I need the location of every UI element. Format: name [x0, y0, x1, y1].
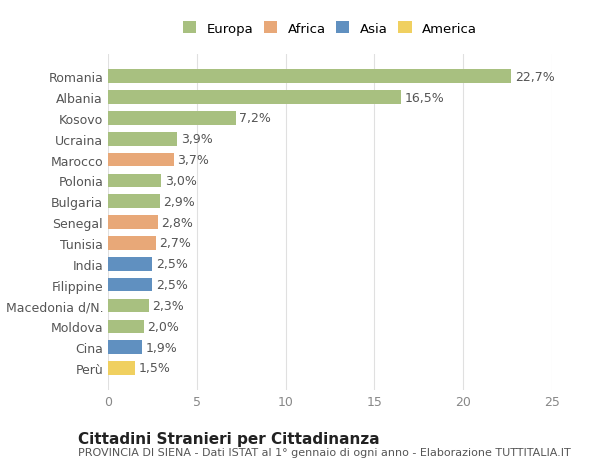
Bar — [108, 341, 142, 354]
Legend: Europa, Africa, Asia, America: Europa, Africa, Asia, America — [179, 18, 481, 39]
Text: 2,0%: 2,0% — [147, 320, 179, 333]
Text: 7,2%: 7,2% — [239, 112, 271, 125]
Text: 3,0%: 3,0% — [165, 174, 197, 188]
Text: 2,9%: 2,9% — [163, 196, 195, 208]
Text: 2,5%: 2,5% — [156, 257, 188, 271]
Bar — [108, 278, 152, 292]
Bar — [108, 174, 161, 188]
Bar — [108, 216, 158, 230]
Bar — [108, 320, 143, 333]
Text: 1,5%: 1,5% — [138, 362, 170, 375]
Bar — [108, 361, 134, 375]
Bar — [108, 237, 156, 250]
Bar — [108, 195, 160, 208]
Bar — [108, 91, 401, 105]
Bar — [108, 112, 236, 125]
Text: 1,9%: 1,9% — [145, 341, 177, 354]
Text: 2,8%: 2,8% — [161, 216, 193, 229]
Text: PROVINCIA DI SIENA - Dati ISTAT al 1° gennaio di ogni anno - Elaborazione TUTTIT: PROVINCIA DI SIENA - Dati ISTAT al 1° ge… — [78, 448, 571, 458]
Bar — [108, 133, 177, 146]
Text: Cittadini Stranieri per Cittadinanza: Cittadini Stranieri per Cittadinanza — [78, 431, 380, 447]
Bar — [108, 153, 174, 167]
Text: 16,5%: 16,5% — [404, 91, 445, 104]
Bar — [108, 299, 149, 313]
Text: 2,5%: 2,5% — [156, 279, 188, 291]
Text: 22,7%: 22,7% — [515, 71, 554, 84]
Text: 2,3%: 2,3% — [152, 299, 184, 312]
Text: 2,7%: 2,7% — [160, 237, 191, 250]
Text: 3,7%: 3,7% — [177, 154, 209, 167]
Bar — [108, 257, 152, 271]
Bar — [108, 70, 511, 84]
Text: 3,9%: 3,9% — [181, 133, 212, 146]
